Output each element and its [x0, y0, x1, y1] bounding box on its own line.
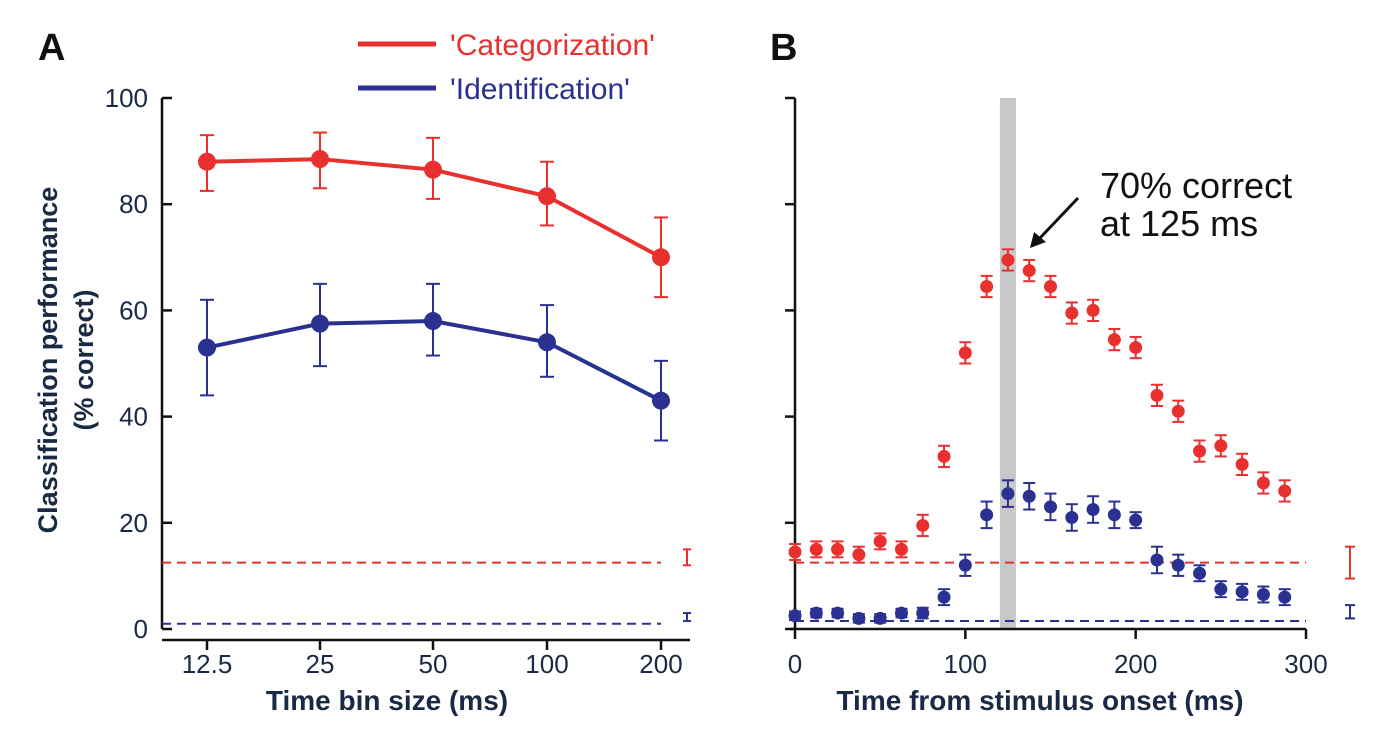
panel-b-point: [1235, 585, 1249, 599]
panel-a-label: A: [38, 27, 65, 69]
legend-label-identification: 'Identification': [450, 73, 630, 106]
panel-a-point: [652, 391, 670, 410]
panel-b-point: [788, 545, 802, 559]
panel-b-point: [809, 606, 823, 620]
panel-b-annotation-line1: 70% correct: [1100, 165, 1292, 206]
panel-a-point: [311, 150, 329, 169]
panel-b-point: [1214, 582, 1228, 596]
panel-b-point: [937, 449, 951, 463]
panel-a-ytick-label: 100: [105, 83, 148, 113]
panel-b-point: [1065, 306, 1079, 320]
panel-b-point: [894, 606, 908, 620]
panel-b-point: [937, 590, 951, 604]
panel-a-xtick-label: 25: [306, 649, 335, 679]
panel-a-point: [538, 333, 556, 352]
panel-b-point: [809, 542, 823, 556]
panel-b-point: [1150, 388, 1164, 402]
panel-b-xtick-label: 200: [1114, 649, 1157, 679]
panel-b-plot: 0 100 200 300: [785, 96, 1355, 679]
panel-b-point: [873, 611, 887, 625]
panel-b-point: [958, 558, 972, 572]
panel-b-point: [1044, 280, 1057, 294]
panel-b-point: [1129, 513, 1143, 527]
panel-a-point: [652, 248, 670, 267]
panel-a-ylabel-line1: Classification performance: [33, 187, 63, 534]
panel-b-point: [1171, 558, 1185, 572]
panel-b-point: [852, 611, 866, 625]
panel-b-point: [1001, 487, 1015, 501]
panel-b-point: [1278, 590, 1292, 604]
panel-b-point: [1235, 457, 1249, 471]
panel-b-point: [1107, 508, 1121, 522]
panel-a-xtick-label: 50: [419, 649, 448, 679]
panel-b-point: [1193, 444, 1207, 458]
panel-b-xtick-label: 100: [944, 649, 987, 679]
panel-b-xtick-label: 0: [788, 649, 802, 679]
panel-b-point: [788, 609, 802, 623]
panel-a-xlabel: Time bin size (ms): [266, 685, 508, 716]
legend-label-categorization: 'Categorization': [450, 29, 655, 62]
panel-a-plot: 0 20 40 60 80 100 12.5 25 50 100 200: [105, 83, 691, 679]
panel-a-ytick-label: 40: [119, 402, 148, 432]
panel-a-point: [424, 160, 442, 179]
panel-b-xlabel: Time from stimulus onset (ms): [836, 685, 1243, 716]
panel-b-point: [1086, 503, 1100, 517]
panel-b-point: [1044, 500, 1057, 514]
panel-a-xtick-label: 200: [639, 649, 682, 679]
panel-b-point: [1022, 264, 1036, 278]
panel-b-point: [1256, 587, 1270, 601]
panel-b-point: [1086, 303, 1100, 317]
panel-b-point: [831, 606, 845, 620]
panel-b-point: [1193, 566, 1207, 580]
panel-b-point: [1022, 489, 1036, 503]
panel-b-point: [1150, 553, 1164, 567]
panel-b-point: [980, 508, 994, 522]
panel-b-point: [1278, 484, 1292, 498]
panel-a-ytick-label: 80: [119, 189, 148, 219]
panel-b-point: [1129, 341, 1143, 355]
panel-a-ylabel-line2: (% correct): [69, 289, 99, 430]
panel-b-point: [831, 542, 845, 556]
panel-b-point: [1065, 510, 1079, 524]
panel-a-point: [198, 152, 216, 171]
panel-a-point: [424, 312, 442, 331]
legend: 'Categorization' 'Identification': [358, 29, 655, 106]
panel-b-point: [1214, 439, 1228, 453]
panel-b-point: [1107, 333, 1121, 347]
panel-a-point: [198, 338, 216, 357]
panel-b-point: [1256, 476, 1270, 490]
panel-a-xtick-label: 12.5: [182, 649, 233, 679]
panel-b-annotation-line2: at 125 ms: [1100, 203, 1258, 244]
panel-b-highlight-bar: [999, 98, 1016, 629]
panel-b-point: [852, 548, 866, 562]
panel-a-point: [538, 187, 556, 206]
panel-b-point: [958, 346, 972, 360]
panel-a-point: [311, 314, 329, 333]
panel-b-point: [1171, 404, 1185, 418]
panel-a-ytick-label: 20: [119, 508, 148, 538]
panel-b-xtick-label: 300: [1284, 649, 1327, 679]
panel-b-label: B: [770, 27, 797, 69]
annotation-arrow: [1030, 196, 1080, 248]
panel-a-xtick-label: 100: [525, 649, 568, 679]
panel-b-point: [873, 534, 887, 548]
panel-b-point: [916, 606, 930, 620]
panel-a-ytick-label: 60: [119, 295, 148, 325]
panel-b-point: [916, 518, 930, 532]
panel-b-point: [1001, 253, 1015, 267]
panel-b-point: [980, 280, 994, 294]
panel-b-point: [894, 542, 908, 556]
panel-a-ytick-label: 0: [134, 614, 148, 644]
